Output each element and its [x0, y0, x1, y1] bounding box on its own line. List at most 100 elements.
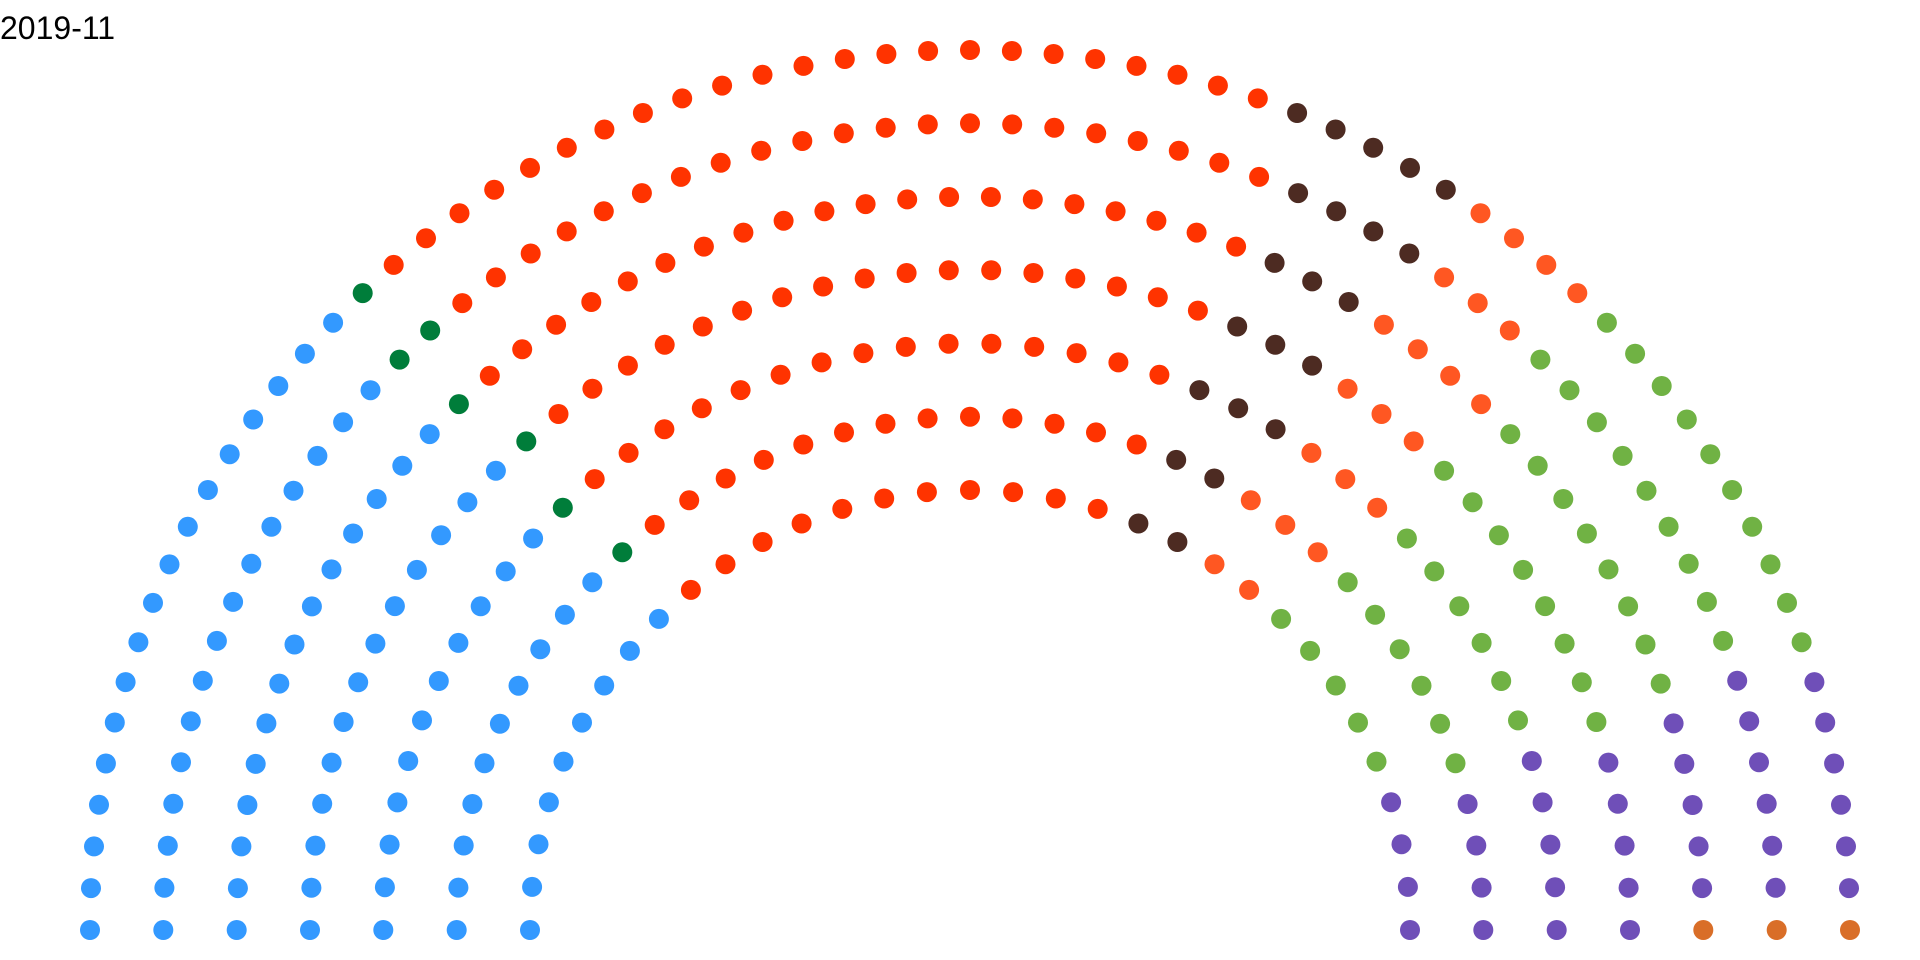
seat-dot — [1559, 380, 1580, 401]
seat-dot — [1397, 876, 1418, 897]
seat-dot — [875, 413, 896, 434]
seat-dot — [89, 794, 109, 815]
seat-dot — [1044, 413, 1065, 434]
seat-dot — [1271, 608, 1292, 629]
seat-dot — [1596, 312, 1617, 333]
seat-dot — [348, 672, 369, 693]
seat-dot — [712, 75, 733, 96]
seat-dot — [1532, 792, 1553, 813]
seat-dot — [512, 339, 533, 360]
seat-dot — [1147, 287, 1168, 308]
seat-dot — [594, 675, 615, 696]
seat-dot — [1618, 877, 1639, 898]
seat-dot — [1430, 713, 1451, 734]
seat-dot — [791, 513, 812, 534]
seat-dot — [484, 179, 505, 200]
seat-dot — [692, 316, 713, 337]
seat-dot — [680, 579, 701, 600]
seat-dot — [960, 480, 980, 500]
seat-dot — [875, 117, 896, 138]
seat-dot — [715, 554, 736, 575]
seat-dot — [1488, 525, 1509, 546]
seat-dot — [1363, 221, 1384, 242]
seat-dot — [1043, 44, 1064, 64]
seat-dot — [1650, 673, 1671, 694]
seat-dot — [530, 639, 551, 660]
seat-dot — [428, 671, 449, 691]
seat-dot — [1149, 364, 1170, 385]
seat-dot — [1300, 640, 1321, 661]
seat-dot — [1128, 513, 1149, 534]
seat-dot — [693, 236, 714, 257]
seat-dot — [1400, 920, 1420, 940]
seat-dot — [1840, 920, 1860, 940]
seat-dot — [1739, 711, 1760, 732]
seat-dot — [523, 528, 544, 549]
seat-dot — [648, 608, 669, 629]
seat-dot — [1002, 408, 1023, 429]
seat-dot — [485, 267, 506, 288]
seat-dot — [1692, 878, 1713, 899]
seat-dot — [1264, 252, 1285, 273]
seat-dot — [1086, 422, 1106, 443]
seat-dot — [1473, 920, 1494, 940]
seat-dot — [1249, 166, 1270, 187]
seat-dot — [1815, 712, 1836, 733]
seat-dot — [691, 398, 712, 419]
seat-dot — [918, 41, 939, 61]
seat-dot — [1513, 559, 1534, 580]
seat-dot — [197, 480, 218, 500]
seat-dot — [670, 166, 691, 187]
seat-dot — [1682, 795, 1703, 815]
seat-dot — [237, 795, 258, 815]
seat-dot — [301, 596, 322, 617]
seat-dot — [1722, 480, 1743, 500]
seat-dot — [389, 349, 410, 370]
seat-dot — [752, 532, 773, 552]
seat-dot — [223, 591, 244, 612]
seat-dot — [1066, 343, 1087, 364]
seat-dot — [1586, 412, 1607, 433]
seat-dot — [730, 380, 751, 401]
seat-dot — [1326, 201, 1347, 222]
seat-dot — [917, 408, 938, 429]
seat-dot — [374, 877, 395, 898]
seat-dot — [1749, 752, 1769, 773]
seat-dot — [1554, 633, 1575, 654]
seat-dot — [582, 572, 603, 593]
seat-dot — [916, 482, 937, 503]
seat-dot — [1302, 271, 1323, 292]
seat-dot — [672, 88, 693, 109]
seat-dot — [352, 283, 373, 304]
seat-dot — [1307, 542, 1328, 563]
seat-dot — [1462, 492, 1483, 513]
seat-dot — [980, 187, 1001, 207]
seat-dot — [470, 596, 491, 617]
seat-dot — [312, 793, 333, 814]
seat-dot — [231, 836, 252, 857]
seat-dot — [1470, 203, 1491, 224]
seat-dot — [1777, 592, 1797, 613]
seat-dot — [489, 713, 510, 734]
seat-dot — [1400, 157, 1420, 178]
seat-dot — [938, 333, 959, 354]
seat-dot — [104, 712, 125, 733]
seat-dot — [1663, 713, 1684, 734]
seat-dot — [811, 352, 832, 373]
seat-dot — [876, 44, 897, 64]
seat-dot — [1620, 920, 1640, 940]
seat-dot — [619, 640, 640, 661]
seat-dot — [581, 292, 602, 312]
seat-dot — [284, 634, 305, 655]
seat-dot — [1457, 794, 1478, 814]
seat-dot — [1651, 376, 1672, 396]
seat-dot — [1500, 424, 1521, 445]
seat-dot — [95, 753, 116, 774]
seat-dot — [1546, 920, 1567, 940]
seat-dot — [1325, 119, 1346, 140]
seat-dot — [1831, 794, 1851, 815]
seat-dot — [1348, 712, 1368, 733]
seat-dot — [157, 835, 178, 856]
seat-dot — [431, 525, 452, 546]
